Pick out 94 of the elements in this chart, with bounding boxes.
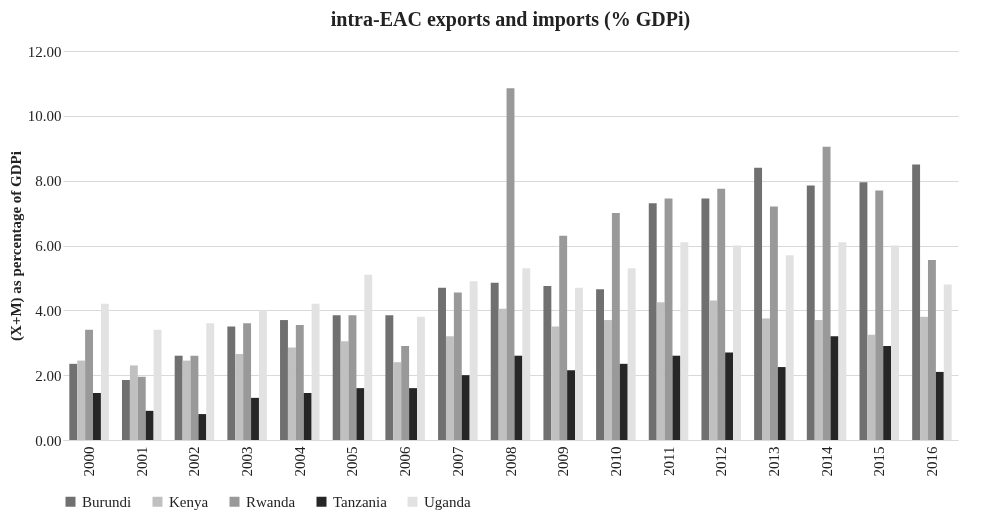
bar [174,355,183,440]
bar [596,289,604,440]
x-tick-label: 2004 [291,446,308,477]
bar [762,318,770,440]
bar [93,393,101,440]
bar [619,363,628,440]
x-tick-label: 2009 [555,446,572,477]
bar [251,397,259,440]
x-tick-label: 2013 [765,446,782,477]
bar [198,414,207,440]
x-tick-label: 2005 [344,446,361,477]
bar [393,362,402,440]
bar [332,315,341,440]
legend-label: Tanzania [333,493,388,510]
bar [409,388,417,440]
bar [461,375,470,440]
bar [648,203,657,440]
x-tick-label: 2016 [923,446,940,477]
bar [604,320,612,440]
bar [814,320,823,440]
bar [122,380,130,440]
y-tick-label: 12.00 [27,43,62,60]
x-tick-label: 2008 [502,446,519,477]
x-tick-label: 2000 [81,446,98,477]
bar [912,164,921,440]
bar [769,206,778,440]
y-tick-label: 10.00 [27,108,62,125]
bar [725,352,734,440]
bar [445,336,454,440]
legend-label: Kenya [169,493,209,510]
x-tick-label: 2001 [133,446,150,477]
bar [69,363,78,440]
y-tick-label: 2.00 [35,367,62,384]
bar [340,341,349,440]
x-tick-label: 2007 [449,446,466,477]
y-tick-label: 0.00 [35,432,62,449]
bar [514,355,523,440]
bar [709,300,718,440]
bar [867,334,876,440]
bar [822,146,831,440]
bar [77,360,86,440]
bar [280,320,288,440]
bar [717,188,726,440]
bar [920,316,928,440]
bar [85,329,94,440]
x-tick-label: 2010 [607,446,624,477]
bar [235,354,244,440]
bar [145,410,154,440]
x-tick-label: 2002 [186,446,203,477]
y-axis-title: (X+M) as percentage of GDPi [7,151,25,341]
y-tick-label: 4.00 [35,302,62,319]
legend-label: Uganda [424,493,471,510]
x-tick-label: 2014 [818,446,835,477]
x-tick-label: 2015 [871,446,888,477]
bar [303,393,312,440]
bar [287,347,296,440]
bar [672,355,681,440]
x-tick-label: 2011 [660,446,677,476]
bar [385,315,394,440]
bar [859,182,868,440]
x-tick-label: 2006 [397,446,414,477]
bar [190,355,199,440]
x-tick-label: 2012 [713,446,730,477]
legend-label: Rwanda [246,493,296,510]
y-tick-label: 8.00 [35,173,62,190]
bar [777,367,786,440]
bar [490,282,499,440]
x-tick-label: 2003 [239,446,256,477]
bar [611,213,620,440]
bar [227,326,236,440]
bar [356,388,365,440]
bar [875,190,884,440]
bar [137,376,146,440]
bar [935,371,944,440]
bar [701,198,710,440]
bar [498,308,507,440]
bar [806,185,815,440]
bar [567,370,576,440]
bar [883,345,892,440]
bar [656,302,665,440]
y-tick-label: 6.00 [35,238,62,254]
chart-title: intra-EAC exports and imports (% GDPi) [330,8,691,31]
bar [401,345,410,440]
bar [453,292,462,440]
bar [754,167,763,440]
bar [295,324,304,440]
bar [438,287,446,440]
bar [551,326,560,440]
legend-label: Burundi [82,493,132,510]
bar [927,260,936,440]
bar [129,365,138,440]
bar [543,286,552,440]
bar [243,323,252,440]
bar [559,235,568,440]
